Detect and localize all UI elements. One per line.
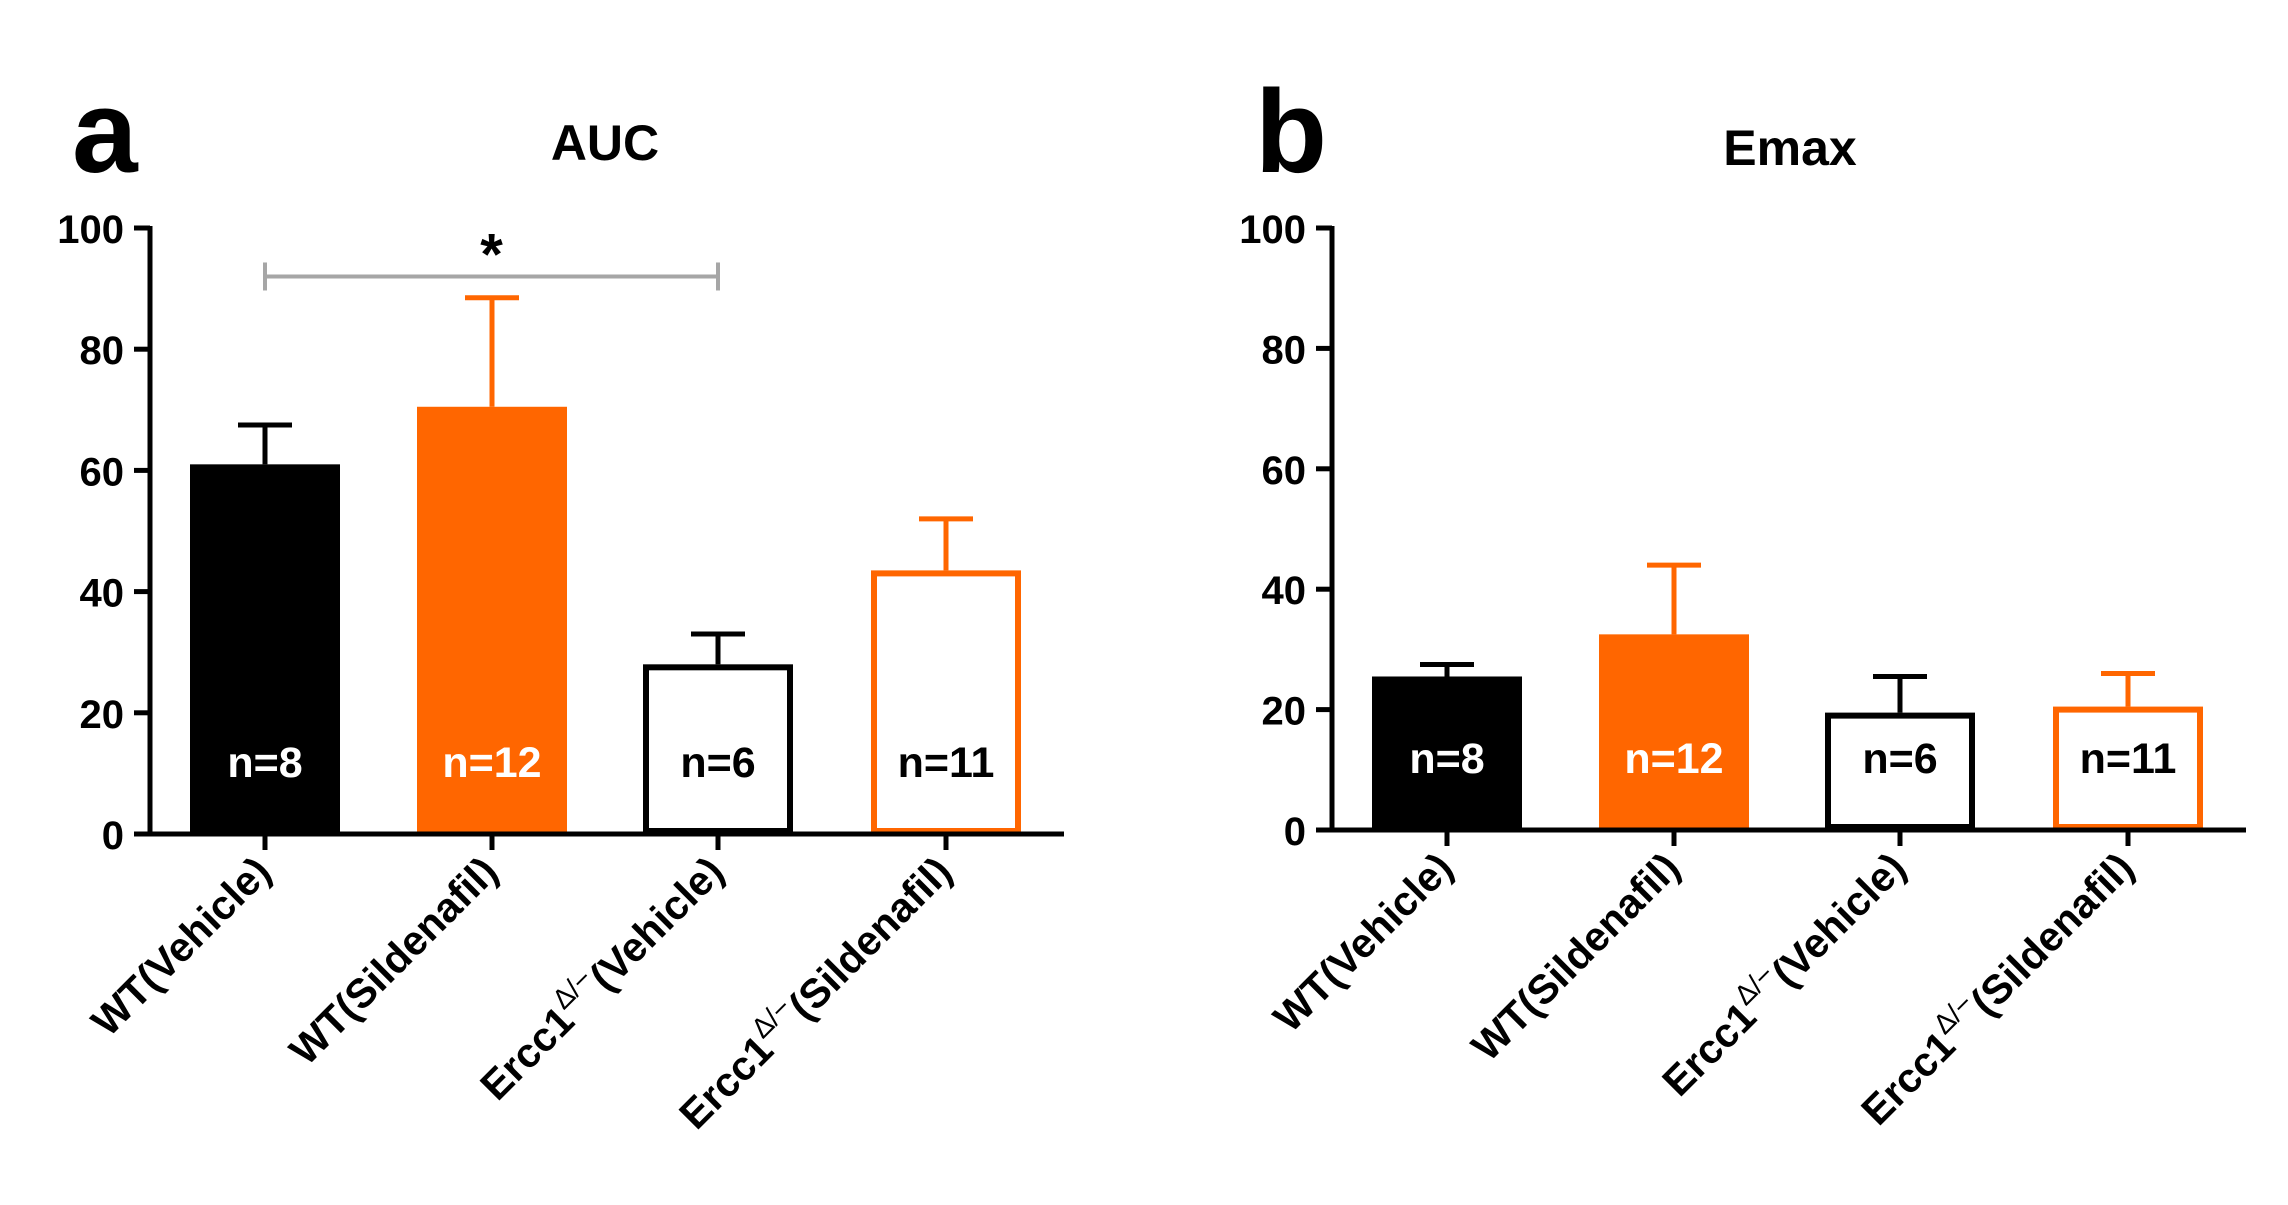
x-tick-label: WT(Vehicle) (1265, 844, 1462, 1041)
y-tick-label: 0 (102, 814, 124, 858)
category-suffix: (Vehicle) (1310, 844, 1462, 996)
bar (1599, 634, 1749, 830)
n-label: n=11 (2080, 735, 2177, 783)
y-tick-label: 20 (1262, 690, 1307, 734)
n-label: n=8 (1409, 735, 1484, 783)
x-tick-label: WT(Sildenafil) (1463, 844, 1689, 1070)
n-label: n=6 (1862, 735, 1937, 783)
bar (190, 464, 340, 834)
category-suffix: (Sildenafil) (326, 848, 507, 1029)
n-label: n=11 (898, 739, 995, 787)
y-tick-label: 80 (1262, 328, 1307, 372)
y-tick-label: 100 (1239, 208, 1306, 252)
category-suffix: (Vehicle) (1763, 844, 1915, 996)
y-tick-label: 40 (80, 572, 125, 616)
n-label: n=12 (442, 739, 541, 787)
n-label: n=8 (227, 739, 302, 787)
x-tick-label: Ercc1Δ/−(Vehicle) (467, 844, 732, 1109)
n-label: n=12 (1624, 735, 1723, 783)
bar (1825, 712, 1975, 830)
y-tick-label: 60 (80, 450, 125, 494)
x-tick-label: Ercc1Δ/−(Vehicle) (1649, 840, 1914, 1105)
y-tick-label: 40 (1262, 569, 1307, 613)
y-tick-label: 100 (57, 208, 124, 252)
x-tick-label: WT(Vehicle) (83, 848, 280, 1045)
category-suffix: (Vehicle) (581, 848, 733, 1000)
chart-title: Emax (1723, 120, 1857, 176)
n-label: n=6 (680, 739, 755, 787)
panel-b: b Emax n=8 n=12 n=6 n=11 0 20 40 60 80 100 WT(Vehicl… (1239, 66, 2246, 1134)
category-suffix: (Sildenafil) (780, 848, 961, 1029)
chart-title: AUC (551, 115, 659, 171)
panel-letter: b (1255, 66, 1327, 198)
bar (643, 664, 793, 834)
y-tick-label: 60 (1262, 449, 1307, 493)
bar (417, 406, 567, 834)
category-suffix: (Sildenafil) (1508, 844, 1689, 1025)
bar (1372, 676, 1522, 830)
bar (871, 570, 1021, 834)
category-suffix: (Vehicle) (128, 848, 280, 1000)
y-tick-label: 20 (80, 693, 125, 737)
x-tick-label: WT(Sildenafil) (281, 848, 507, 1074)
panel-a: a AUC n=8 n=12 n=6 n=11 0 20 40 60 80 100 WT(Vehicle… (57, 66, 1064, 1138)
panel-letter: a (72, 66, 139, 198)
significance-star: * (480, 222, 503, 287)
category-suffix: (Sildenafil) (1962, 844, 2143, 1025)
y-tick-label: 80 (80, 329, 125, 373)
y-tick-label: 0 (1284, 810, 1306, 854)
bar (2053, 706, 2203, 831)
